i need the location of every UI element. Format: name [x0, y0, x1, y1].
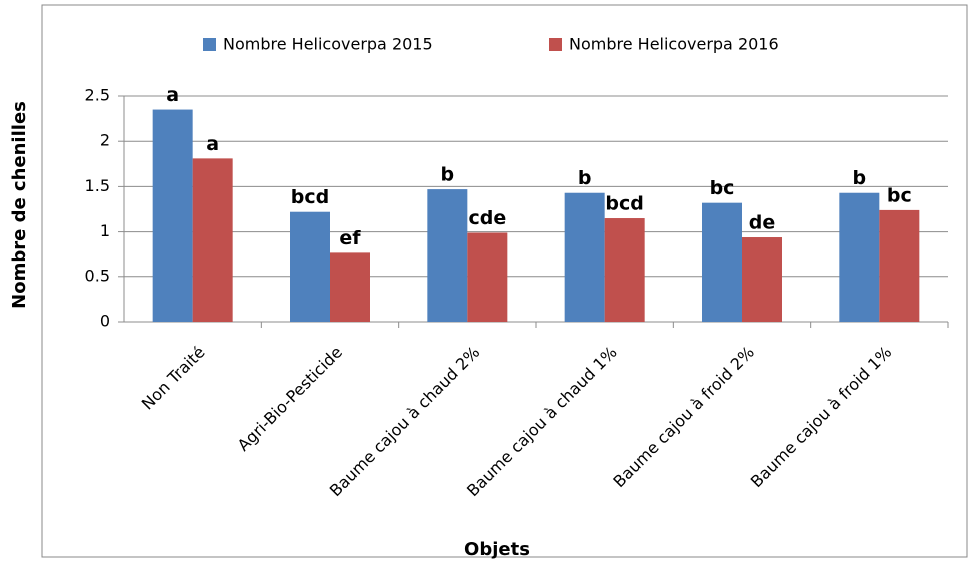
legend-swatch: [549, 38, 562, 51]
bar: [839, 192, 880, 322]
bar: [192, 158, 233, 322]
bar-annotation: a: [166, 84, 179, 106]
bar: [427, 189, 468, 322]
y-tick-label: 0.5: [85, 266, 110, 285]
bar-annotation: bc: [887, 184, 912, 206]
y-tick-label: 0: [100, 312, 110, 331]
y-tick-label: 2.5: [85, 86, 110, 105]
y-tick-label: 1.5: [85, 176, 110, 195]
bar-annotation: bcd: [291, 186, 329, 208]
y-tick-label: 1: [100, 221, 110, 240]
bar: [564, 192, 605, 322]
bar-annotation: b: [578, 167, 592, 189]
legend-swatch: [203, 38, 216, 51]
bar: [290, 211, 330, 322]
bar-annotation: a: [206, 133, 219, 155]
bar-annotation: bc: [710, 177, 735, 199]
bar: [467, 232, 508, 322]
bar-annotation: b: [441, 164, 455, 186]
bar: [152, 109, 193, 322]
legend-label: Nombre Helicoverpa 2016: [569, 35, 779, 54]
bar-annotation: cde: [468, 207, 506, 229]
x-axis-title: Objets: [464, 539, 530, 560]
legend-label: Nombre Helicoverpa 2015: [223, 35, 433, 54]
bar-annotation: bcd: [605, 193, 643, 215]
bar-annotation: de: [749, 212, 776, 234]
bar: [702, 202, 742, 322]
bar: [604, 218, 645, 322]
bar-annotation: b: [853, 167, 867, 189]
bar: [330, 252, 370, 322]
y-tick-label: 2: [100, 131, 110, 150]
y-axis-title: Nombre de chenilles: [9, 101, 30, 309]
bar: [879, 209, 920, 322]
bar: [742, 237, 782, 322]
bar-annotation: ef: [339, 227, 361, 249]
